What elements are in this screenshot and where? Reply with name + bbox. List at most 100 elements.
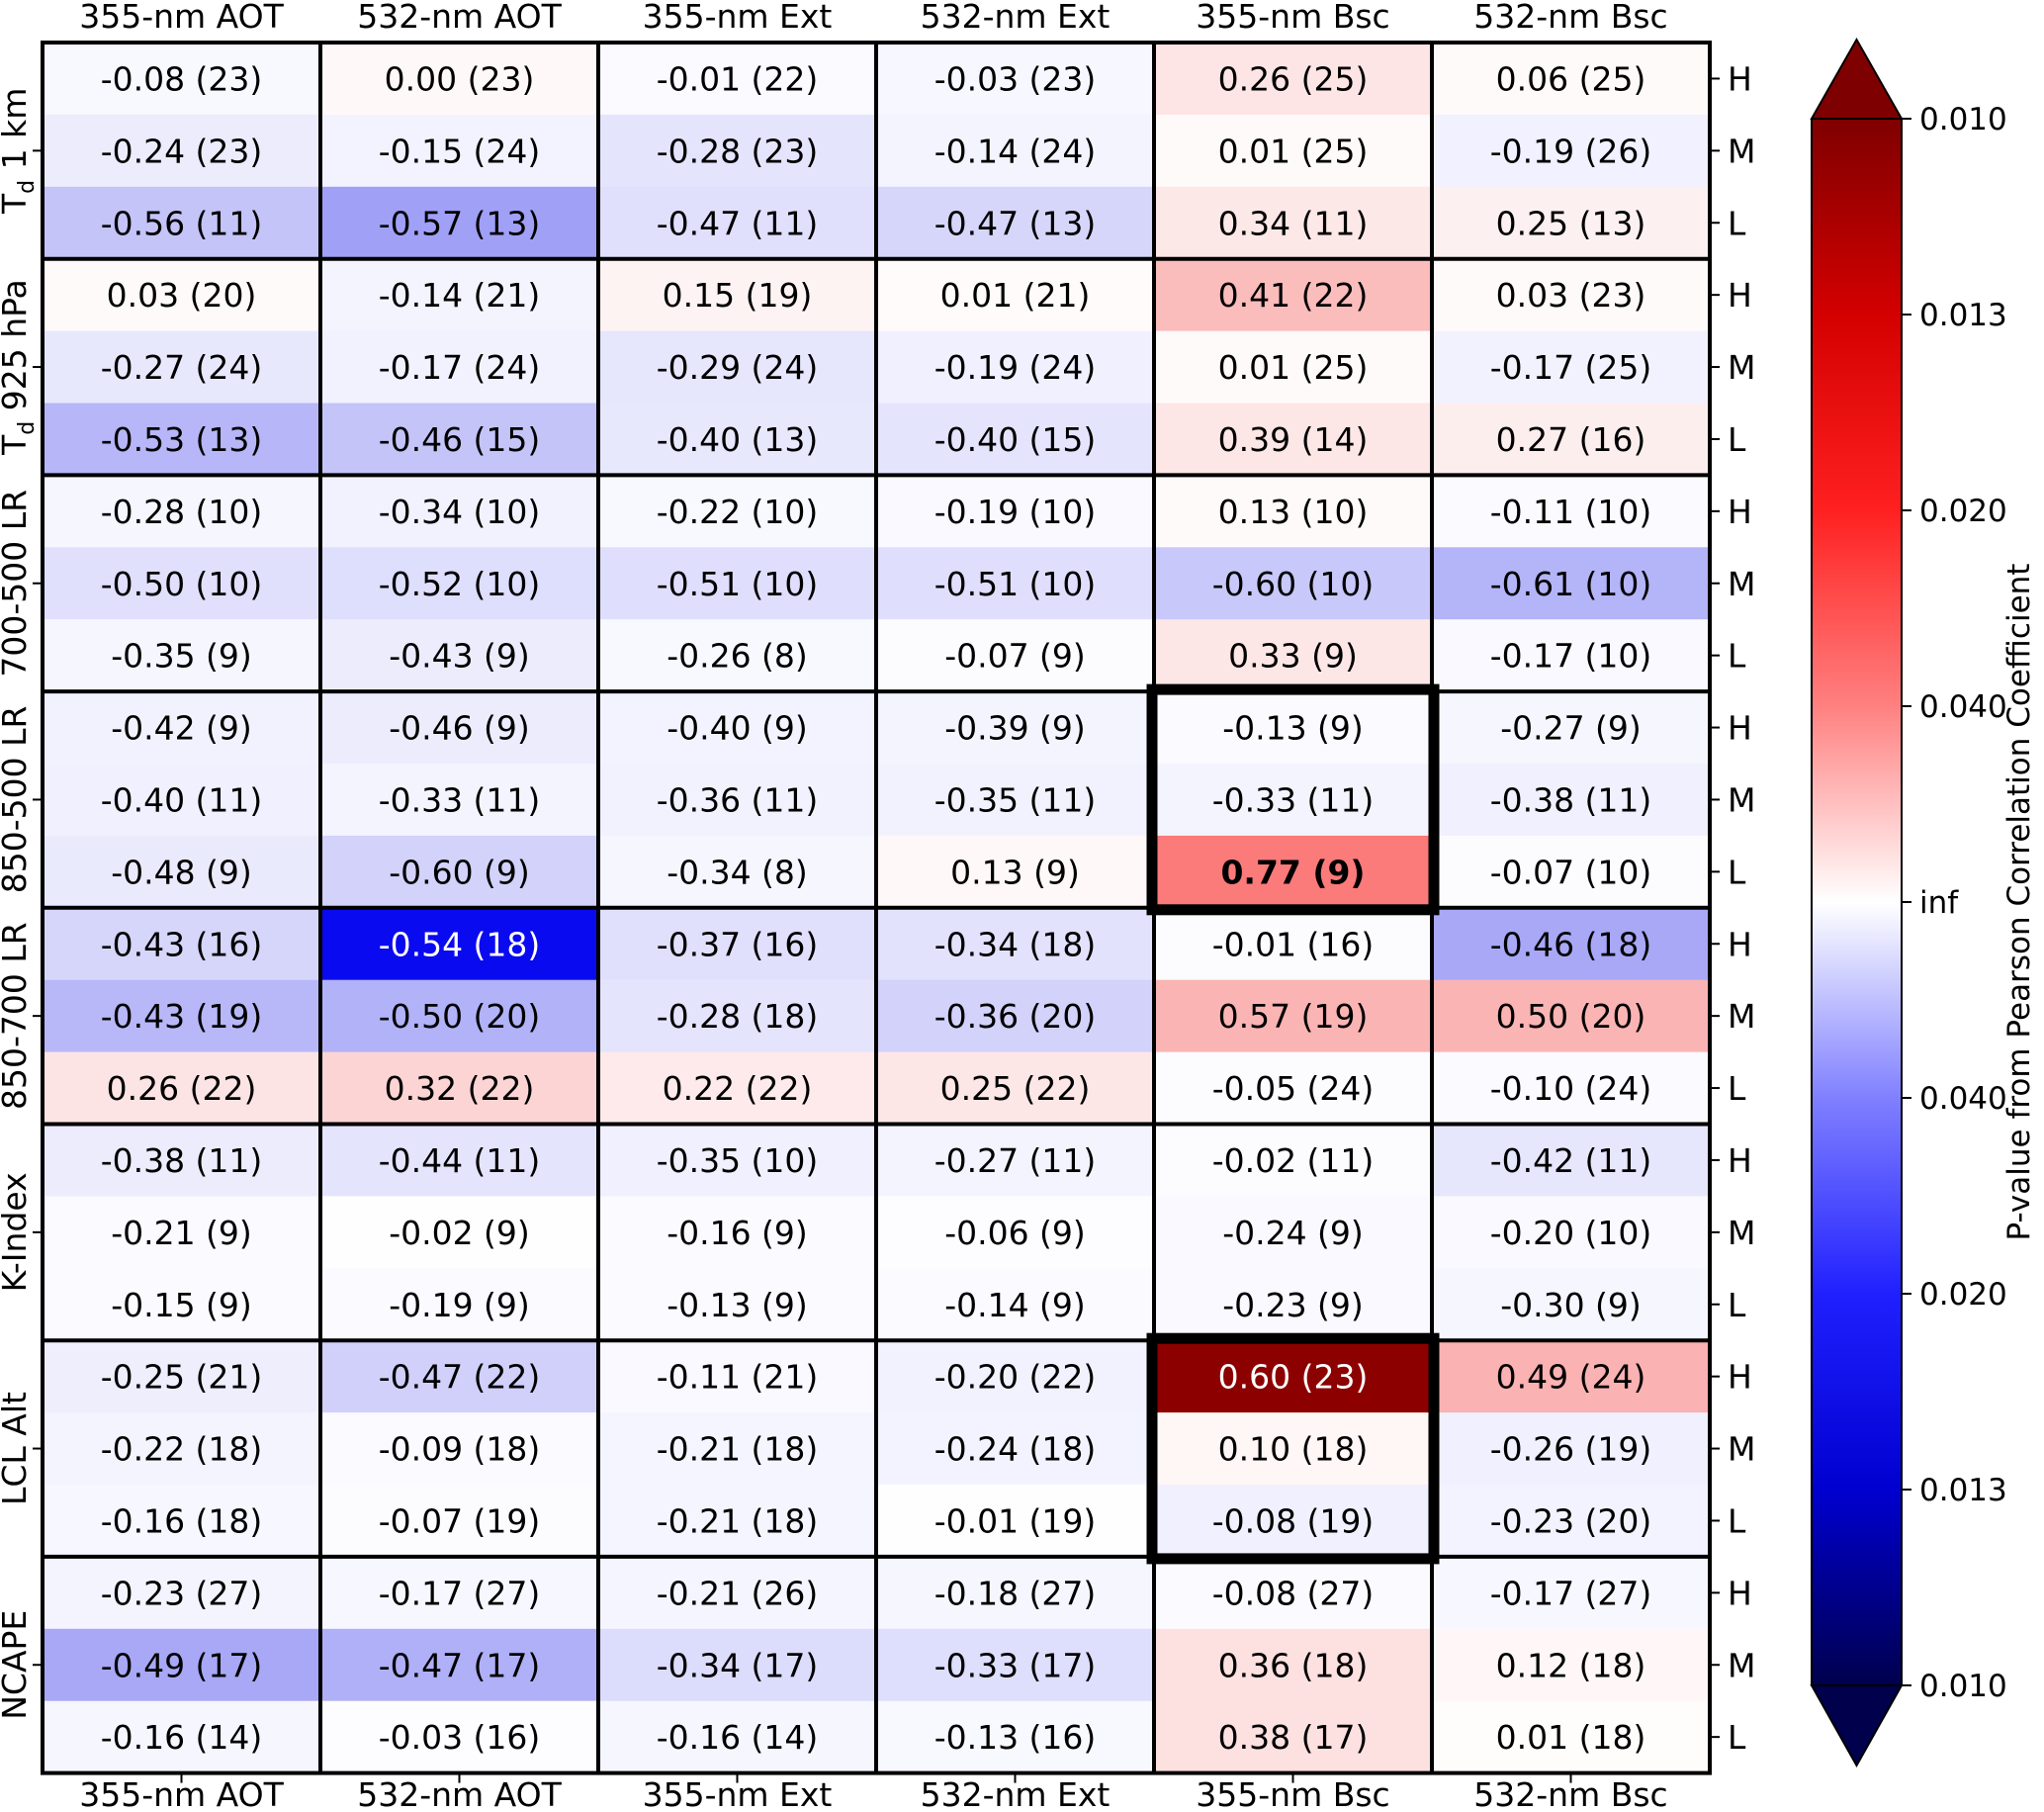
heatmap-cell	[1154, 475, 1433, 548]
cell-value-label: 0.01 (25)	[1218, 132, 1369, 170]
group-label: Td 1 km	[0, 88, 40, 215]
cell-value-label: 0.39 (14)	[1218, 420, 1369, 459]
cell-value-label: -0.13 (9)	[667, 1286, 808, 1324]
cell-value-label: -0.26 (8)	[667, 637, 808, 676]
cell-value-label: -0.34 (18)	[934, 925, 1097, 963]
heatmap-cell	[598, 691, 877, 765]
heatmap-cell	[1432, 1485, 1711, 1558]
heatmap-cell	[598, 1051, 877, 1125]
cell-value-label: -0.36 (20)	[934, 997, 1097, 1036]
colorbar-tick-label: 0.010	[1919, 102, 2007, 137]
heatmap-cell	[1432, 1051, 1711, 1125]
cell-value-label: 0.03 (23)	[1496, 276, 1646, 315]
group-label: 700-500 LR	[0, 490, 34, 678]
column-label-top: 532-nm AOT	[357, 0, 562, 36]
heatmap-cell	[43, 1700, 321, 1774]
group-label: Td 925 hPa	[0, 279, 40, 456]
cell-value-label: -0.23 (27)	[101, 1574, 263, 1612]
heatmap-cell	[320, 1485, 599, 1558]
heatmap-cell	[876, 1196, 1155, 1269]
cell-value-label: -0.02 (11)	[1212, 1141, 1375, 1180]
heatmap-cell	[43, 619, 321, 692]
cell-value-label: -0.21 (18)	[657, 1430, 819, 1469]
heatmap-cell	[876, 258, 1155, 332]
cell-value-label: -0.17 (10)	[1490, 637, 1652, 676]
cell-value-label: -0.19 (26)	[1490, 132, 1652, 170]
heatmap-cell	[876, 1340, 1155, 1413]
cell-value-label: 0.01 (18)	[1496, 1718, 1646, 1757]
heatmap-cell	[1432, 475, 1711, 548]
heatmap-cell	[876, 1485, 1155, 1558]
cell-value-label: 0.33 (9)	[1228, 637, 1358, 676]
heatmap-cell	[320, 1124, 599, 1197]
level-label: L	[1728, 637, 1746, 676]
heatmap-cell	[1432, 258, 1711, 332]
heatmap-cell	[876, 43, 1155, 116]
cell-value-label: -0.27 (11)	[934, 1141, 1097, 1180]
heatmap-cell	[320, 907, 599, 981]
heatmap-cell	[1154, 835, 1433, 909]
heatmap-cell	[598, 258, 877, 332]
heatmap-cell	[320, 403, 599, 476]
heatmap-cell	[876, 1412, 1155, 1486]
cell-value-label: 0.34 (11)	[1218, 204, 1369, 242]
cell-value-label: -0.01 (19)	[934, 1501, 1097, 1540]
heatmap-cell	[876, 619, 1155, 692]
cell-value-label: 0.22 (22)	[663, 1069, 813, 1108]
cell-value-label: -0.28 (23)	[657, 132, 819, 170]
heatmap-cell	[1154, 1340, 1433, 1413]
heatmap-cell	[598, 907, 877, 981]
cell-value-label: -0.15 (24)	[379, 132, 541, 170]
cell-value-label: -0.13 (9)	[1222, 709, 1364, 748]
heatmap-cell	[1154, 979, 1433, 1053]
heatmap-cell	[320, 691, 599, 765]
cell-value-label: -0.27 (9)	[1500, 709, 1642, 748]
cell-value-label: 0.77 (9)	[1220, 853, 1365, 891]
cell-value-label: -0.24 (9)	[1222, 1214, 1364, 1252]
column-label-top: 532-nm Bsc	[1473, 0, 1667, 36]
heatmap-cell	[320, 258, 599, 332]
cell-value-label: -0.47 (17)	[379, 1646, 541, 1684]
level-label: L	[1728, 204, 1746, 242]
cell-value-label: -0.19 (24)	[934, 348, 1097, 387]
heatmap-cell	[43, 475, 321, 548]
cell-value-label: -0.07 (9)	[944, 637, 1086, 676]
heatmap-cell	[320, 547, 599, 620]
level-label: H	[1728, 1358, 1752, 1397]
cell-value-label: -0.38 (11)	[1490, 780, 1652, 819]
heatmap-cell	[43, 43, 321, 116]
heatmap-cell	[1154, 186, 1433, 260]
heatmap-cell	[320, 475, 599, 548]
heatmap-cell	[598, 1340, 877, 1413]
heatmap-cell	[1154, 1485, 1433, 1558]
cell-value-label: -0.19 (9)	[389, 1286, 530, 1324]
cell-value-label: -0.40 (11)	[101, 780, 263, 819]
heatmap-cell	[1154, 1556, 1433, 1630]
cell-value-label: -0.42 (11)	[1490, 1141, 1652, 1180]
heatmap-cell	[598, 114, 877, 188]
cell-value-label: -0.07 (10)	[1490, 853, 1652, 891]
cell-value-label: -0.01 (22)	[657, 59, 819, 98]
heatmap-cell	[1432, 979, 1711, 1053]
heatmap-cells	[43, 43, 1711, 1774]
heatmap-cell	[43, 1628, 321, 1702]
cell-value-label: -0.22 (18)	[101, 1430, 263, 1469]
column-label-top: 355-nm Bsc	[1196, 0, 1389, 36]
heatmap-cell	[598, 1412, 877, 1486]
colorbar-tick-label: 0.010	[1919, 1669, 2007, 1704]
cell-value-label: -0.21 (26)	[657, 1574, 819, 1612]
cell-value-label: -0.23 (20)	[1490, 1501, 1652, 1540]
heatmap-cell	[598, 1485, 877, 1558]
heatmap-cell	[1154, 1700, 1433, 1774]
colorbar-gradient	[1812, 119, 1902, 1685]
heatmap-cell	[1154, 1124, 1433, 1197]
level-label: L	[1728, 1718, 1746, 1757]
heatmap-cell	[1432, 764, 1711, 837]
heatmap-cell	[1432, 43, 1711, 116]
colorbar: 0.010 0.013 0.020 0.040 inf 0.040 0.020 0.013 0.…	[1810, 37, 2037, 1768]
cell-value-label: 0.12 (18)	[1496, 1646, 1646, 1684]
cell-value-label: -0.07 (19)	[379, 1501, 541, 1540]
heatmap-cell	[598, 186, 877, 260]
cell-value-label: -0.36 (11)	[657, 780, 819, 819]
